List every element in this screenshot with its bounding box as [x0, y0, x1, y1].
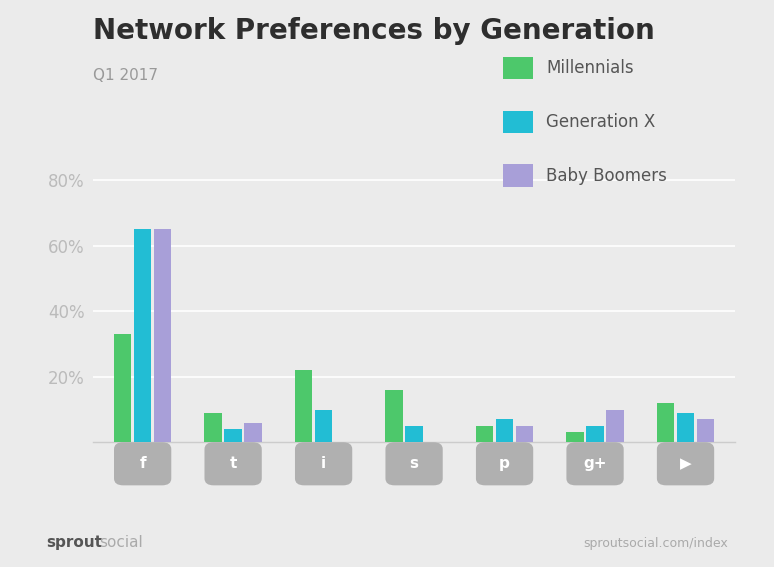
Bar [406, 426, 423, 442]
Text: ▶: ▶ [680, 456, 691, 471]
Text: g+: g+ [584, 456, 607, 471]
Bar [515, 426, 533, 442]
Text: p: p [499, 456, 510, 471]
Bar [606, 409, 624, 442]
Bar [114, 334, 132, 442]
Text: f: f [139, 456, 146, 471]
Bar [245, 422, 262, 442]
Bar [154, 229, 171, 442]
Bar [204, 413, 222, 442]
Bar [697, 420, 714, 442]
Text: Generation X: Generation X [546, 113, 656, 131]
Text: social: social [99, 535, 143, 550]
Bar [567, 433, 584, 442]
Text: sprout: sprout [46, 535, 102, 550]
Bar [586, 426, 604, 442]
Text: Network Preferences by Generation: Network Preferences by Generation [93, 17, 655, 45]
Text: Q1 2017: Q1 2017 [93, 68, 158, 83]
Text: i: i [321, 456, 326, 471]
Text: sproutsocial.com/index: sproutsocial.com/index [583, 537, 728, 550]
Bar [134, 229, 152, 442]
Text: Millennials: Millennials [546, 59, 634, 77]
Bar [385, 390, 403, 442]
Bar [224, 429, 242, 442]
Text: s: s [409, 456, 419, 471]
Bar [657, 403, 674, 442]
Bar [476, 426, 493, 442]
Bar [295, 370, 313, 442]
Bar [676, 413, 694, 442]
Bar [496, 420, 513, 442]
Bar [315, 409, 332, 442]
Text: t: t [229, 456, 237, 471]
Text: Baby Boomers: Baby Boomers [546, 167, 667, 185]
